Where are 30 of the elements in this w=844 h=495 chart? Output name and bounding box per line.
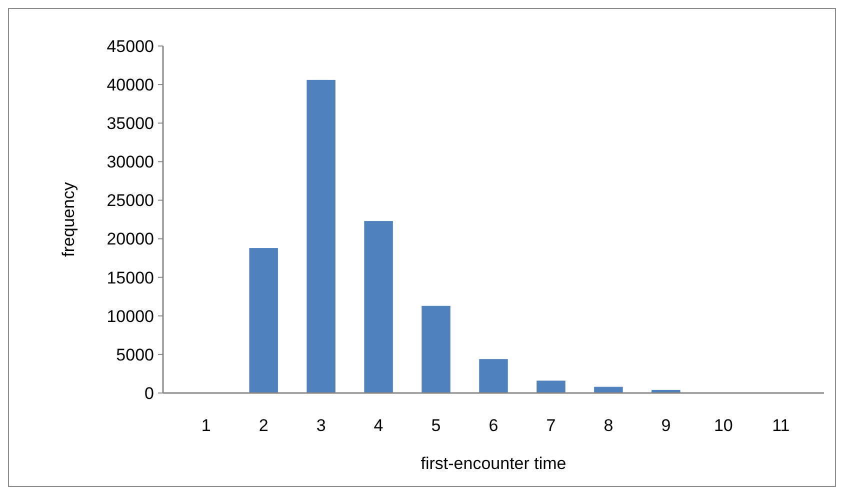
x-tick-label: 6 bbox=[488, 416, 498, 435]
bar bbox=[536, 380, 566, 393]
x-tick-label: 1 bbox=[201, 416, 211, 435]
y-tick-label: 5000 bbox=[116, 345, 154, 364]
bar bbox=[479, 359, 508, 393]
y-tick-label: 35000 bbox=[106, 114, 154, 134]
y-tick-label: 20000 bbox=[106, 230, 154, 249]
x-tick-label: 8 bbox=[604, 416, 614, 435]
y-tick-label: 30000 bbox=[106, 152, 154, 172]
x-tick-label: 3 bbox=[316, 416, 326, 435]
y-tick-label: 40000 bbox=[106, 76, 154, 95]
x-tick-label: 9 bbox=[661, 416, 671, 435]
y-tick-label: 25000 bbox=[106, 191, 154, 210]
bar bbox=[249, 248, 278, 393]
x-tick-label: 7 bbox=[546, 416, 556, 435]
bar bbox=[364, 221, 393, 393]
y-tick-label: 15000 bbox=[106, 268, 154, 288]
bar bbox=[306, 80, 336, 393]
y-tick-label: 0 bbox=[144, 384, 154, 403]
y-tick-label: 45000 bbox=[106, 36, 154, 56]
x-tick-label: 4 bbox=[374, 416, 384, 435]
x-axis-title: first-encounter time bbox=[420, 454, 566, 473]
x-tick-label: 5 bbox=[431, 416, 441, 435]
x-tick-label: 11 bbox=[772, 416, 790, 435]
bar bbox=[594, 386, 623, 393]
x-tick-label: 10 bbox=[714, 416, 733, 435]
y-axis-title: frequency bbox=[59, 182, 78, 257]
bar bbox=[422, 306, 450, 393]
x-tick-label: 2 bbox=[258, 416, 268, 435]
y-tick-label: 10000 bbox=[106, 306, 154, 326]
